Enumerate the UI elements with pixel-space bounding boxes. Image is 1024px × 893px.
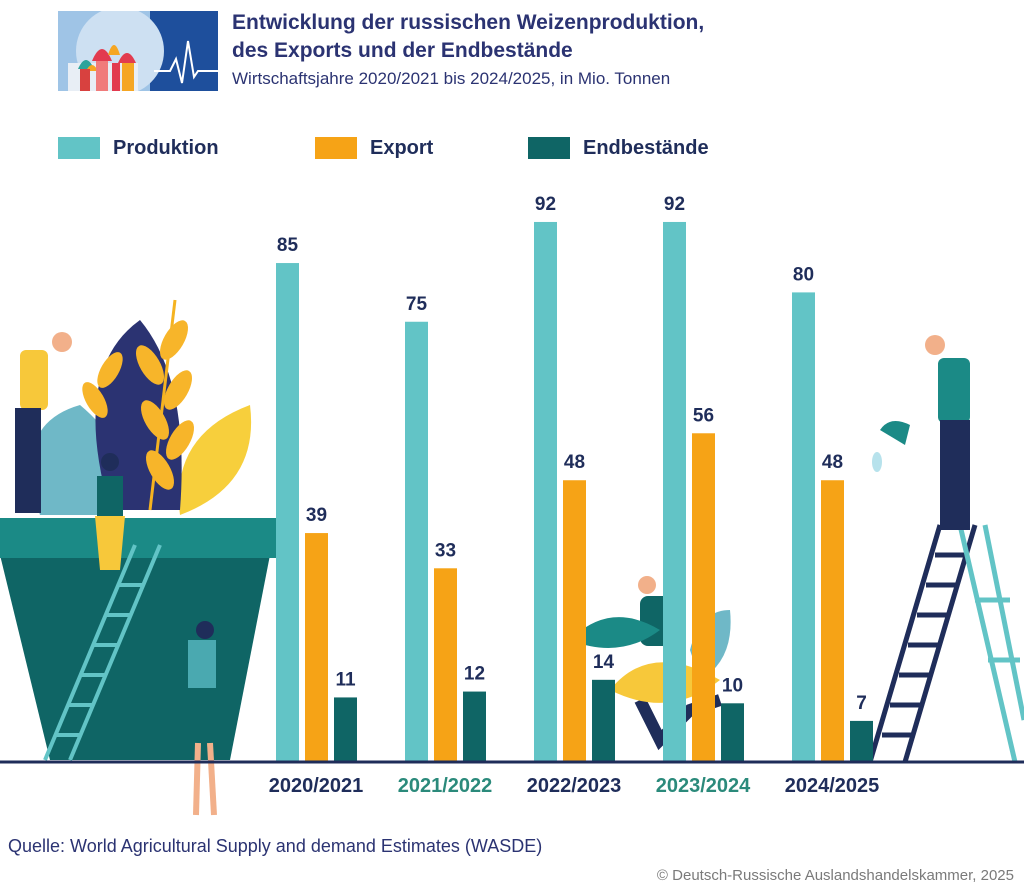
- bar-export-2021-2022: [434, 568, 457, 762]
- data-label-export-2020-2021: 39: [306, 505, 327, 526]
- chart-subtitle: Wirtschaftsjahre 2020/2021 bis 2024/2025…: [232, 69, 671, 88]
- bar-export-2020-2021: [305, 533, 328, 762]
- legend-label-production: Produktion: [113, 136, 219, 159]
- x-tick-label-2024-2025: 2024/2025: [785, 775, 880, 797]
- title-line-1: Entwicklung der russischen Weizenprodukt…: [232, 11, 705, 34]
- data-label-production-2021-2022: 75: [406, 294, 428, 315]
- bar-stocks-2020-2021: [334, 697, 357, 762]
- bar-production-2021-2022: [405, 321, 428, 762]
- data-label-export-2024-2025: 48: [822, 452, 843, 473]
- data-label-export-2023-2024: 56: [693, 405, 714, 426]
- data-label-stocks-2024-2025: 7: [856, 693, 867, 714]
- data-label-production-2022-2023: 92: [535, 194, 556, 215]
- labels-layer: 85 39 11 75 33 12 92 48 14 92 56 10 80 48 7: [277, 194, 867, 714]
- x-tick-label-2020-2021: 2020/2021: [269, 775, 364, 797]
- legend-swatch-export: [315, 137, 357, 159]
- data-label-stocks-2023-2024: 10: [722, 675, 743, 696]
- data-label-production-2020-2021: 85: [277, 235, 299, 256]
- chart-title: Entwicklung der russischen Weizenprodukt…: [232, 9, 704, 65]
- legend-item-stocks: Endbestände: [528, 135, 709, 161]
- x-tick-label-2021-2022: 2021/2022: [398, 775, 493, 797]
- bar-stocks-2022-2023: [592, 679, 615, 762]
- legend-item-export: Export: [315, 135, 433, 161]
- data-label-production-2023-2024: 92: [664, 194, 685, 215]
- bar-production-2024-2025: [792, 292, 815, 762]
- illustration-gardeners: [0, 299, 1024, 816]
- legend-label-export: Export: [370, 136, 434, 159]
- bars-layer: [276, 221, 873, 762]
- x-axis-ticks: 2020/2021 2021/2022 2022/2023 2023/2024 2024…: [269, 775, 880, 797]
- legend-swatch-stocks: [528, 137, 570, 159]
- bar-export-2023-2024: [692, 433, 715, 762]
- source-note: Quelle: World Agricultural Supply and de…: [8, 836, 543, 856]
- data-label-export-2021-2022: 33: [435, 540, 456, 561]
- data-label-export-2022-2023: 48: [564, 452, 585, 473]
- bar-stocks-2021-2022: [463, 691, 486, 762]
- copyright-note: © Deutsch-Russische Auslandshandelskamme…: [656, 867, 1014, 884]
- legend-swatch-production: [58, 137, 100, 159]
- x-tick-label-2023-2024: 2023/2024: [656, 775, 751, 797]
- logo-kremlin-ecg: [58, 11, 218, 91]
- bar-production-2020-2021: [276, 263, 299, 762]
- data-label-production-2024-2025: 80: [793, 264, 814, 285]
- bar-production-2022-2023: [534, 221, 557, 762]
- bar-stocks-2024-2025: [850, 720, 873, 762]
- data-label-stocks-2022-2023: 14: [593, 652, 615, 673]
- title-line-2: des Exports und der Endbestände: [232, 39, 573, 62]
- legend-label-stocks: Endbestände: [583, 136, 709, 159]
- x-tick-label-2022-2023: 2022/2023: [527, 775, 622, 797]
- data-label-stocks-2020-2021: 11: [335, 669, 356, 690]
- bar-production-2023-2024: [663, 221, 686, 762]
- bar-export-2022-2023: [563, 480, 586, 762]
- bar-stocks-2023-2024: [721, 703, 744, 762]
- bar-export-2024-2025: [821, 480, 844, 762]
- data-label-stocks-2021-2022: 12: [464, 664, 485, 685]
- legend-item-production: Produktion: [58, 135, 219, 161]
